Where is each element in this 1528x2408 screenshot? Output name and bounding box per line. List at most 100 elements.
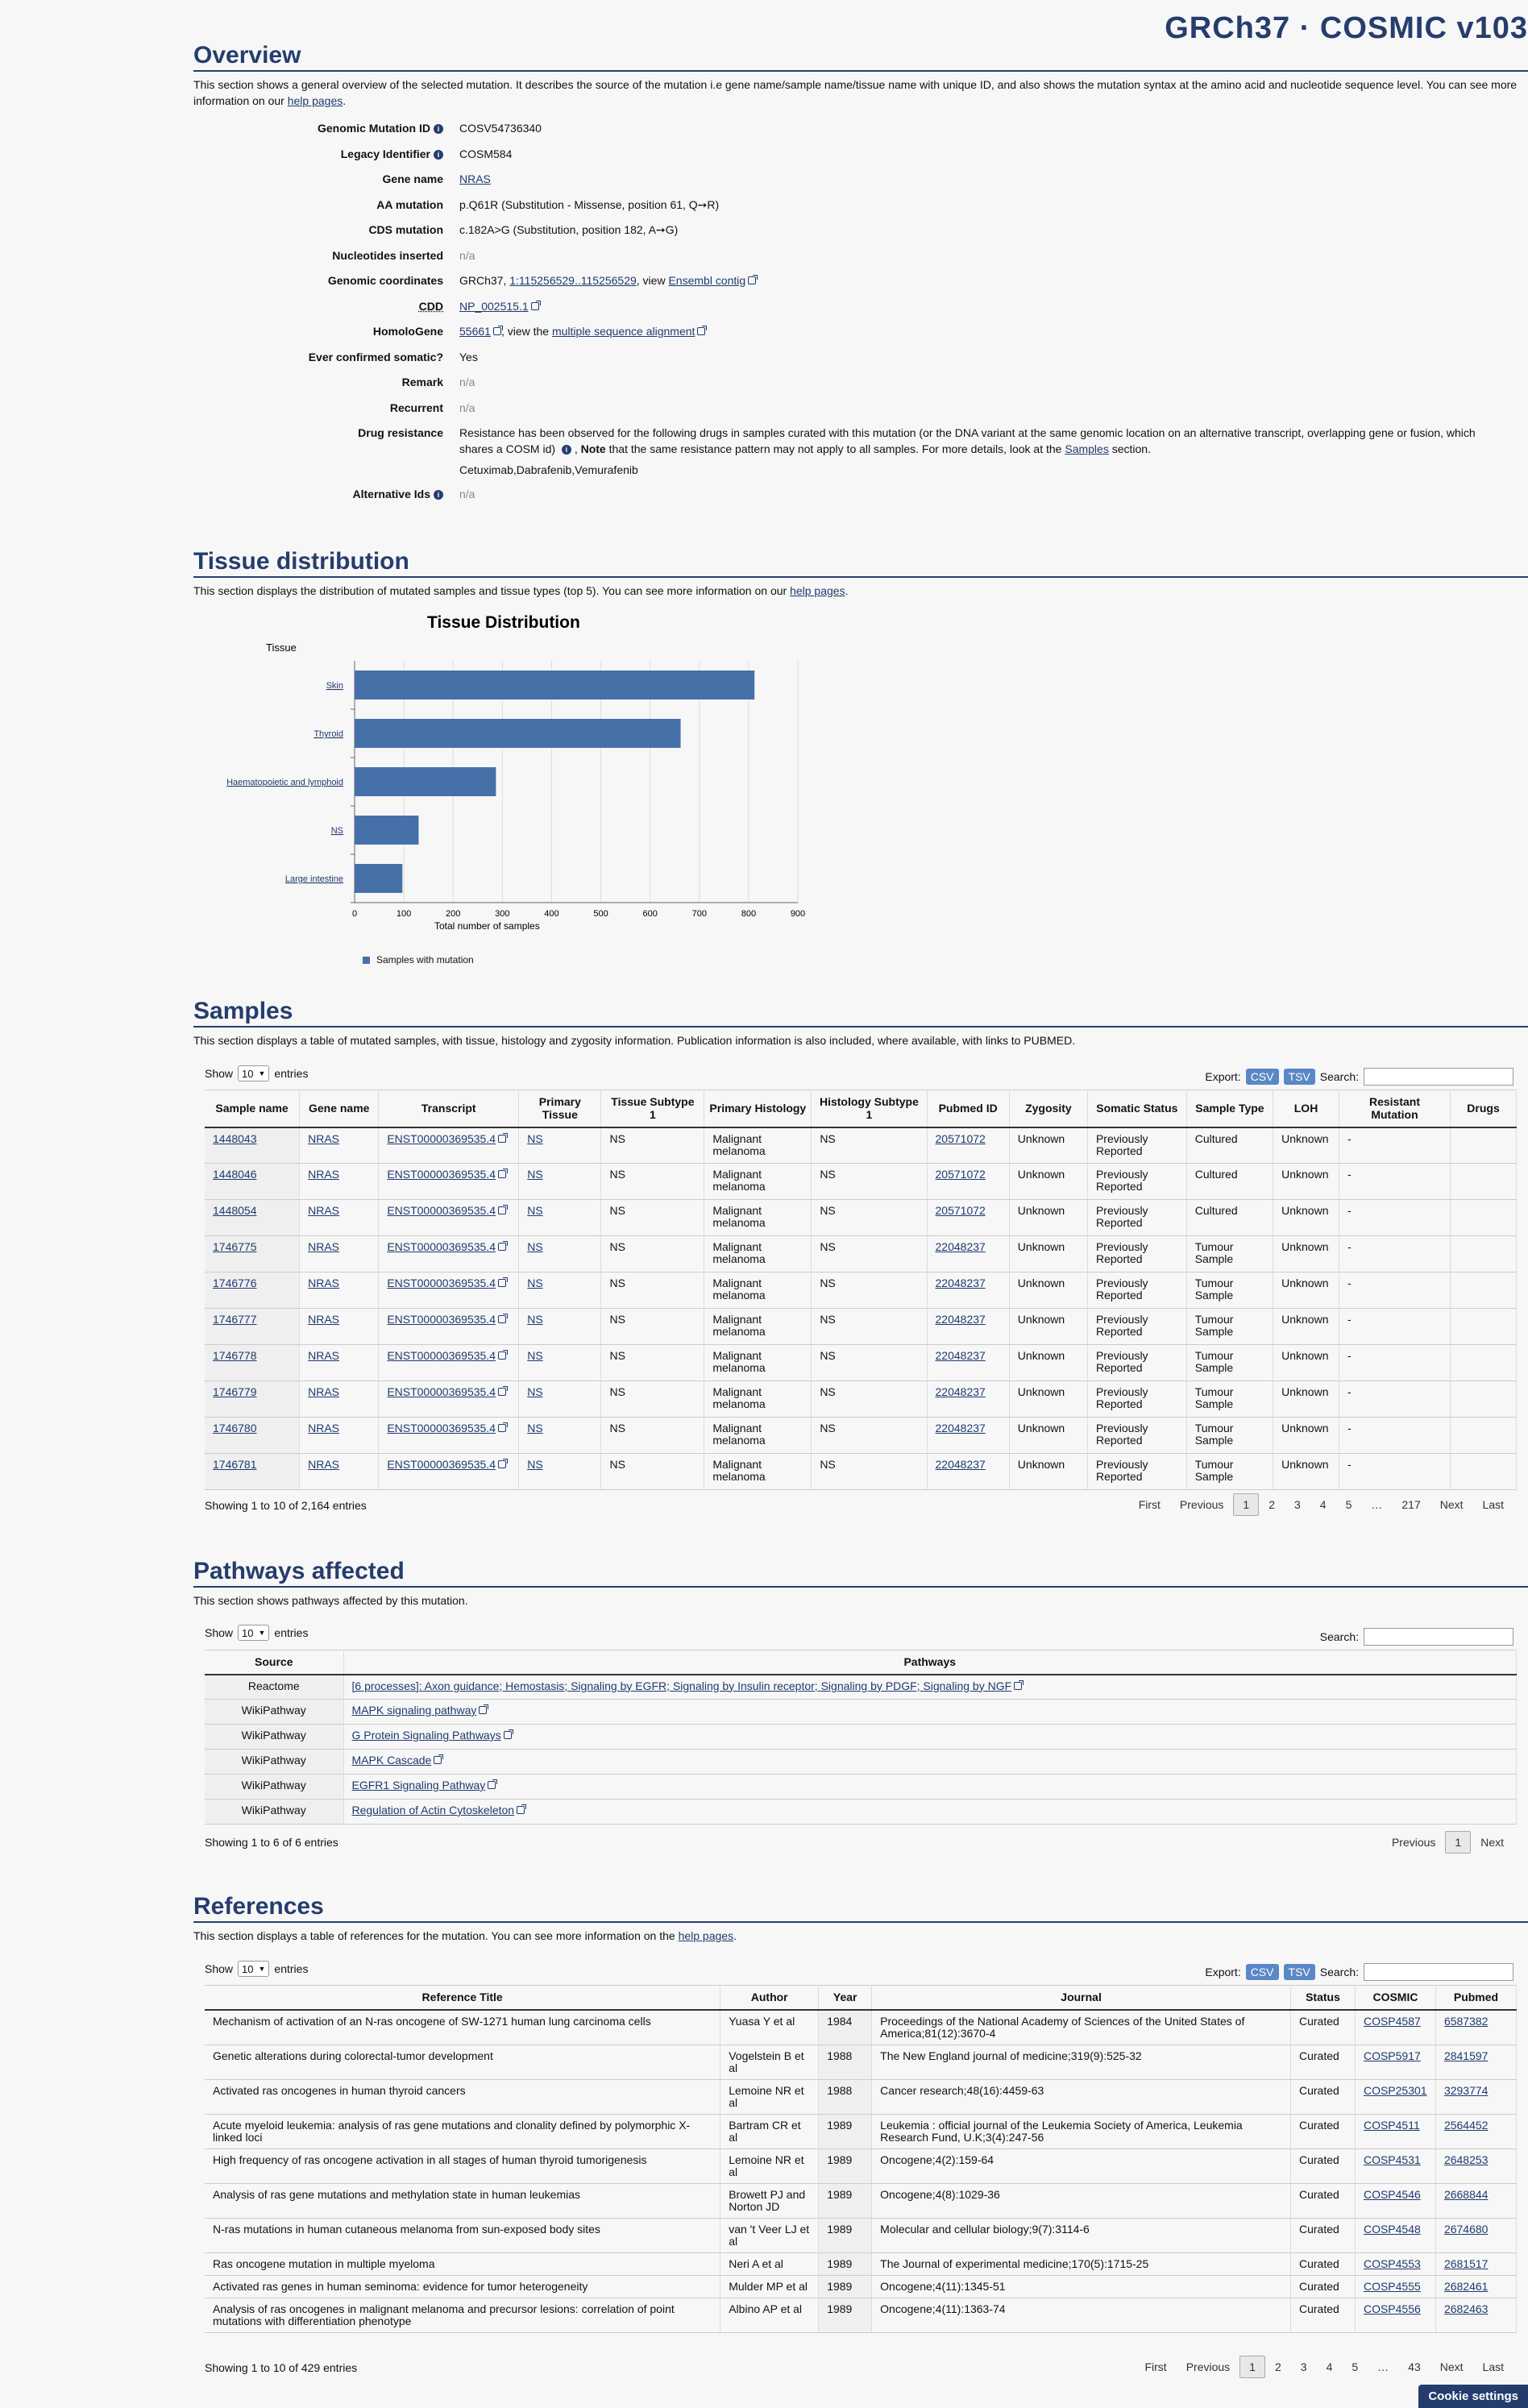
samples-tsv-button[interactable]: TSV [1283, 1069, 1315, 1085]
bar[interactable] [355, 864, 403, 893]
references-csv-button[interactable]: CSV [1245, 1964, 1279, 1980]
samples-col-header[interactable]: Histology Subtype 1 [811, 1090, 928, 1128]
bar[interactable] [355, 767, 496, 796]
y-tick-label[interactable]: Large intestine [285, 874, 343, 884]
samples-cell-link[interactable]: NS [527, 1240, 543, 1253]
samples-cell-link[interactable]: ENST00000369535.4 [387, 1204, 496, 1217]
page-button[interactable]: Previous [1391, 1836, 1436, 1849]
samples-col-header[interactable]: Tissue Subtype 1 [600, 1090, 705, 1128]
samples-cell-link[interactable]: 22048237 [935, 1277, 986, 1289]
y-tick-label[interactable]: NS [331, 826, 343, 836]
page-button[interactable]: 4 [1319, 1498, 1327, 1511]
page-button[interactable]: 1 [1233, 1493, 1260, 1516]
samples-cell-link[interactable]: NS [527, 1349, 543, 1362]
samples-cell-link[interactable]: 1746777 [213, 1313, 257, 1326]
samples-cell-link[interactable]: 1746778 [213, 1349, 257, 1362]
samples-col-header[interactable]: Sample Type [1186, 1090, 1274, 1128]
page-button[interactable]: 1 [1239, 2356, 1265, 2378]
samples-cell-link[interactable]: NS [527, 1131, 543, 1145]
samples-cell-link[interactable]: 22048237 [935, 1349, 986, 1362]
samples-col-header[interactable]: Drugs [1450, 1090, 1517, 1128]
samples-cell-link[interactable]: ENST00000369535.4 [387, 1385, 496, 1398]
y-tick-label[interactable]: Skin [326, 681, 343, 691]
pathways-col-header[interactable]: Source [205, 1650, 344, 1675]
samples-cell-link[interactable]: NRAS [308, 1168, 340, 1181]
samples-cell-link[interactable]: ENST00000369535.4 [387, 1458, 496, 1471]
page-button[interactable]: Next [1480, 1836, 1504, 1849]
samples-cell-link[interactable]: NRAS [308, 1458, 340, 1471]
page-button[interactable]: 2 [1268, 1498, 1275, 1511]
pathway-link[interactable]: MAPK signaling pathway [351, 1704, 477, 1717]
info-icon[interactable]: i [434, 124, 443, 134]
pathway-link[interactable]: Regulation of Actin Cytoskeleton [351, 1804, 515, 1816]
samples-col-header[interactable]: Pubmed ID [927, 1090, 1010, 1128]
references-col-header[interactable]: Author [720, 1985, 820, 2011]
pubmed-link[interactable]: 2674680 [1443, 2222, 1489, 2236]
page-button[interactable]: 43 [1408, 2360, 1421, 2373]
samples-col-header[interactable]: Transcript [378, 1090, 520, 1128]
samples-cell-link[interactable]: ENST00000369535.4 [387, 1277, 496, 1289]
samples-col-header[interactable]: Somatic Status [1087, 1090, 1187, 1128]
references-col-header[interactable]: Pubmed [1435, 1985, 1518, 2011]
page-button[interactable]: Next [1439, 1498, 1464, 1511]
samples-csv-button[interactable]: CSV [1245, 1069, 1279, 1085]
bar[interactable] [355, 671, 755, 700]
info-icon[interactable]: i [561, 445, 571, 455]
samples-cell-link[interactable]: NS [527, 1313, 543, 1326]
samples-cell-link[interactable]: NS [527, 1277, 543, 1289]
samples-col-header[interactable]: LOH [1273, 1090, 1339, 1128]
samples-cell-link[interactable]: NS [527, 1168, 543, 1181]
page-button[interactable]: 5 [1352, 2360, 1359, 2373]
page-button[interactable]: Last [1482, 2360, 1504, 2373]
page-button[interactable]: 1 [1445, 1831, 1472, 1854]
samples-cell-link[interactable]: ENST00000369535.4 [387, 1422, 496, 1434]
cosmic-paper-link[interactable]: COSP4587 [1363, 2014, 1421, 2028]
references-help-link[interactable]: help pages [678, 1929, 734, 1942]
samples-col-header[interactable]: Primary Histology [704, 1090, 812, 1128]
samples-cell-link[interactable]: NRAS [308, 1349, 340, 1362]
samples-cell-link[interactable]: NS [527, 1204, 543, 1217]
page-button[interactable]: 217 [1401, 1498, 1421, 1511]
pubmed-link[interactable]: 2682461 [1443, 2279, 1489, 2293]
page-button[interactable]: 5 [1345, 1498, 1352, 1511]
samples-cell-link[interactable]: 1448043 [213, 1131, 257, 1145]
pathway-link[interactable]: EGFR1 Signaling Pathway [351, 1779, 486, 1791]
samples-cell-link[interactable]: ENST00000369535.4 [387, 1349, 496, 1362]
samples-cell-link[interactable]: 22048237 [935, 1385, 986, 1398]
samples-col-header[interactable]: Gene name [299, 1090, 380, 1128]
page-button[interactable]: Previous [1185, 2360, 1231, 2373]
references-col-header[interactable]: Reference Title [205, 1985, 721, 2011]
page-button[interactable]: First [1144, 2360, 1167, 2373]
references-col-header[interactable]: Status [1290, 1985, 1356, 2011]
cosmic-paper-link[interactable]: COSP4555 [1363, 2279, 1421, 2293]
cdd-link[interactable]: NP_002515.1 [459, 299, 529, 313]
references-tsv-button[interactable]: TSV [1283, 1964, 1315, 1980]
page-button[interactable]: Next [1439, 2360, 1464, 2373]
cosmic-paper-link[interactable]: COSP4548 [1363, 2222, 1421, 2236]
samples-cell-link[interactable]: 20571072 [935, 1168, 986, 1181]
samples-cell-link[interactable]: ENST00000369535.4 [387, 1240, 496, 1253]
pubmed-link[interactable]: 2841597 [1443, 2049, 1489, 2062]
pathways-length-select[interactable]: 10 ▼ [238, 1625, 270, 1641]
pubmed-link[interactable]: 3293774 [1443, 2083, 1489, 2097]
homologene-link[interactable]: 55661 [459, 325, 491, 338]
gene-name-link[interactable]: NRAS [459, 172, 491, 185]
ensembl-contig-link[interactable]: Ensembl contig [668, 274, 746, 287]
samples-cell-link[interactable]: ENST00000369535.4 [387, 1168, 496, 1181]
samples-cell-link[interactable]: 1746775 [213, 1240, 257, 1253]
cosmic-paper-link[interactable]: COSP4546 [1363, 2187, 1421, 2201]
samples-cell-link[interactable]: NS [527, 1422, 543, 1434]
samples-cell-link[interactable]: 1746780 [213, 1422, 257, 1434]
page-button[interactable]: First [1138, 1498, 1161, 1511]
pathways-search-input[interactable] [1364, 1628, 1513, 1646]
samples-cell-link[interactable]: NRAS [308, 1240, 340, 1253]
samples-cell-link[interactable]: 22048237 [935, 1422, 986, 1434]
pubmed-link[interactable]: 2564452 [1443, 2118, 1489, 2132]
pathway-link[interactable]: MAPK Cascade [351, 1754, 432, 1767]
cosmic-paper-link[interactable]: COSP4556 [1363, 2302, 1421, 2315]
page-button[interactable]: 2 [1274, 2360, 1281, 2373]
samples-cell-link[interactable]: NRAS [308, 1204, 340, 1217]
samples-cell-link[interactable]: 1746779 [213, 1385, 257, 1398]
samples-col-header[interactable]: Zygosity [1009, 1090, 1088, 1128]
samples-cell-link[interactable]: NS [527, 1458, 543, 1471]
